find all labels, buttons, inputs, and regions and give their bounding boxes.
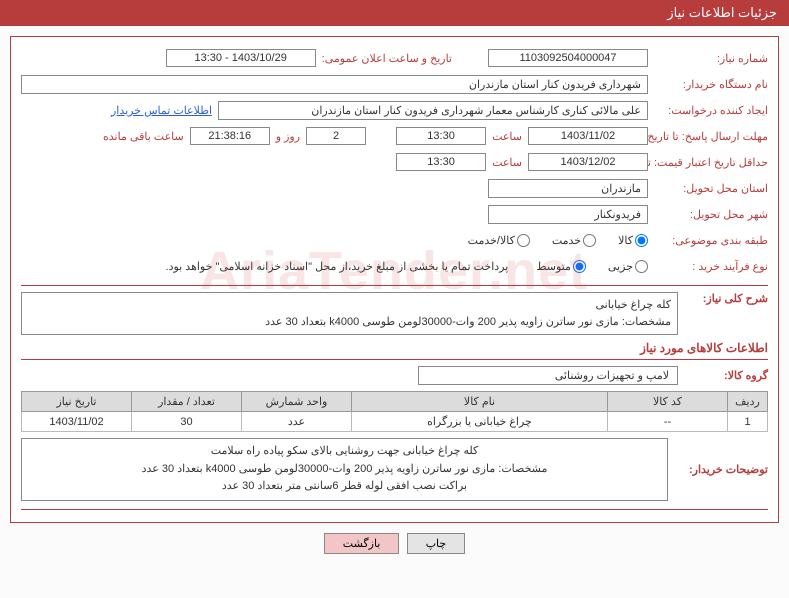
radio-medium[interactable]: متوسط [536, 260, 586, 273]
process-radio-group: جزیی متوسط [518, 260, 648, 273]
delivery-city-label: شهر محل تحویل: [648, 208, 768, 221]
time-remaining-label: ساعت باقی مانده [97, 130, 190, 143]
main-content-frame: شماره نیاز: 1103092504000047 تاریخ و ساع… [10, 36, 779, 523]
need-number-value: 1103092504000047 [488, 49, 648, 67]
print-button[interactable]: چاپ [407, 533, 466, 554]
button-row: چاپ بازگشت [0, 533, 789, 554]
divider-1 [21, 285, 768, 286]
radio-partial-input[interactable] [635, 260, 648, 273]
requester-value: علی مالائی کناری کارشناس معمار شهرداری ف… [218, 101, 648, 120]
radio-goods-service[interactable]: کالا/خدمت [468, 234, 530, 247]
goods-info-title: اطلاعات کالاهای مورد نیاز [21, 341, 768, 355]
delivery-city-value: فریدونکنار [488, 205, 648, 224]
time-remaining: 21:38:16 [190, 127, 270, 145]
requester-label: ایجاد کننده درخواست: [648, 104, 768, 117]
validity-time: 13:30 [396, 153, 486, 171]
col-row: ردیف [728, 392, 768, 412]
buyer-desc-line1: کله چراغ خیابانی جهت روشنایی بالای سکو پ… [28, 443, 661, 461]
cell-unit: عدد [242, 412, 352, 432]
group-label: گروه کالا: [678, 369, 768, 382]
time-label-2: ساعت [486, 156, 528, 169]
buyer-org-label: نام دستگاه خریدار: [648, 78, 768, 91]
buyer-desc-line2: مشخصات: مازی نور ساترن زاویه پذیر 200 وا… [28, 461, 661, 479]
category-label: طبقه بندی موضوعی: [648, 234, 768, 247]
reply-deadline-date: 1403/11/02 [528, 127, 648, 145]
radio-service[interactable]: خدمت [552, 234, 596, 247]
page-title: جزئیات اطلاعات نیاز [667, 5, 777, 20]
radio-service-input[interactable] [583, 234, 596, 247]
buyer-org-value: شهرداری فریدون کنار استان مازندران [21, 75, 648, 94]
radio-partial[interactable]: جزیی [608, 260, 648, 273]
need-desc-line1: کله چراغ خیابانی [28, 297, 671, 314]
cell-code: -- [608, 412, 728, 432]
delivery-province-value: مازندران [488, 179, 648, 198]
table-row: 1 -- چراغ خیابانی یا بزرگراه عدد 30 1403… [22, 412, 768, 432]
table-header-row: ردیف کد کالا نام کالا واحد شمارش تعداد /… [22, 392, 768, 412]
need-desc-box: کله چراغ خیابانی مشخصات: مازی نور ساترن … [21, 292, 678, 335]
need-desc-line2: مشخصات: مازی نور ساترن زاویه پذیر 200 وا… [28, 314, 671, 331]
col-unit: واحد شمارش [242, 392, 352, 412]
need-number-label: شماره نیاز: [648, 52, 768, 65]
back-button[interactable]: بازگشت [324, 533, 400, 554]
cell-date: 1403/11/02 [22, 412, 132, 432]
buyer-desc-line3: براکت نصب افقی لوله قطر 6سانتی متر بتعدا… [28, 478, 661, 496]
col-date: تاریخ نیاز [22, 392, 132, 412]
announce-date-value: 1403/10/29 - 13:30 [166, 49, 316, 67]
day-and-label: روز و [270, 130, 306, 143]
radio-medium-input[interactable] [573, 260, 586, 273]
col-qty: تعداد / مقدار [132, 392, 242, 412]
goods-table: ردیف کد کالا نام کالا واحد شمارش تعداد /… [21, 391, 768, 432]
col-name: نام کالا [352, 392, 608, 412]
radio-goods[interactable]: کالا [618, 234, 648, 247]
category-radio-group: کالا خدمت کالا/خدمت [450, 234, 648, 247]
validity-label: حداقل تاریخ اعتبار قیمت: تا تاریخ: [648, 156, 768, 169]
delivery-province-label: استان محل تحویل: [648, 182, 768, 195]
divider-2 [21, 359, 768, 360]
buyer-desc-box: کله چراغ خیابانی جهت روشنایی بالای سکو پ… [21, 438, 668, 501]
divider-3 [21, 509, 768, 510]
reply-deadline-time: 13:30 [396, 127, 486, 145]
page-header: جزئیات اطلاعات نیاز [0, 0, 789, 26]
process-label: نوع فرآیند خرید : [648, 260, 768, 273]
radio-goods-service-input[interactable] [517, 234, 530, 247]
cell-row: 1 [728, 412, 768, 432]
cell-name: چراغ خیابانی یا بزرگراه [352, 412, 608, 432]
days-remaining: 2 [306, 127, 366, 145]
buyer-desc-label: توضیحات خریدار: [668, 463, 768, 476]
payment-note: پرداخت تمام یا بخشی از مبلغ خرید،از محل … [166, 260, 509, 273]
validity-date: 1403/12/02 [528, 153, 648, 171]
col-code: کد کالا [608, 392, 728, 412]
reply-deadline-label: مهلت ارسال پاسخ: تا تاریخ: [648, 130, 768, 143]
group-value: لامپ و تجهیزات روشنائی [418, 366, 678, 385]
radio-goods-input[interactable] [635, 234, 648, 247]
buyer-contact-link[interactable]: اطلاعات تماس خریدار [111, 104, 212, 117]
announce-date-label: تاریخ و ساعت اعلان عمومی: [316, 52, 458, 65]
need-desc-label: شرح کلی نیاز: [678, 292, 768, 305]
time-label-1: ساعت [486, 130, 528, 143]
cell-qty: 30 [132, 412, 242, 432]
